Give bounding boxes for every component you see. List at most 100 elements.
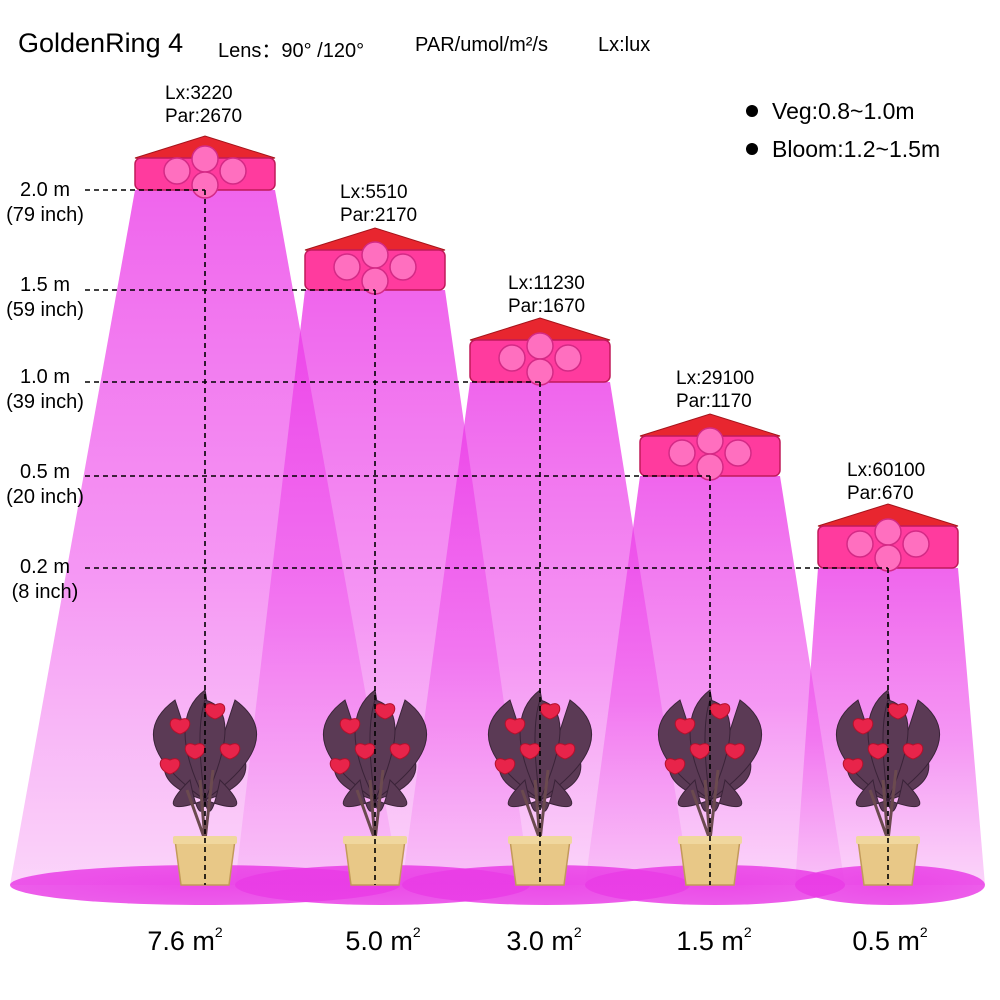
flower-shape [184,743,206,760]
led-cluster [526,358,554,386]
area-unit: 2 [573,924,582,940]
lamp-reading-5: Lx:60100 Par:670 [847,459,925,505]
led-cluster [902,530,930,558]
par-value: Par:2170 [340,205,418,226]
height-imperial: (79 inch) [6,204,84,226]
led-cluster [333,253,361,281]
grow-light-icon [469,317,611,386]
lens-spec: Lens：90° /120° [218,40,365,62]
flower-shape [554,743,576,760]
led-cluster [361,241,389,269]
leaf-shape [369,699,396,802]
lamp-reading-2: Lx:5510 Par:2170 [340,181,417,227]
flower-shape [664,758,686,775]
lamp-reading-1: Lx:3220 Par:2670 [165,82,242,128]
lux-value: Lx:29100 [676,368,755,389]
stem-shape [868,769,898,841]
height-metric: 0.2 m [19,556,71,578]
led-cluster [389,253,417,281]
stem-shape [690,769,720,841]
flower-shape [504,718,526,735]
par-value: Par:2670 [165,106,243,127]
flower-shape [852,718,874,735]
flower-shape [339,718,361,735]
flower-shape [219,743,241,760]
height-metric: 0.5 m [19,461,71,483]
led-cluster [724,439,752,467]
led-cluster [219,157,247,185]
height-metric: 2.0 m [19,179,71,201]
area-value: 7.6 m [147,926,215,956]
lamp-reading-4: Lx:29100 Par:1170 [676,367,754,413]
lux-value: Lx:60100 [847,460,926,481]
par-value: Par:670 [847,483,914,504]
potted-anthurium-icon [152,689,258,886]
potted-anthurium-icon [835,689,941,886]
flower-shape [887,703,909,720]
flower-shape [902,743,924,760]
flower-shape [389,743,411,760]
height-label-1-5m: 1.5 m (59 inch) [0,273,93,323]
leaf-shape [199,699,226,802]
flower-shape [674,718,696,735]
flower-shape [539,703,561,720]
area-value: 0.5 m [852,926,920,956]
height-imperial: (59 inch) [6,299,84,321]
coverage-area-4: 1.5 m2 [654,924,774,957]
led-cluster [163,157,191,185]
height-imperial: (8 inch) [11,581,79,603]
area-value: 1.5 m [676,926,744,956]
coverage-area-1: 7.6 m2 [125,924,245,957]
area-unit: 2 [919,924,928,940]
legend-veg: Veg:0.8~1.0m [746,98,915,125]
area-unit: 2 [214,924,223,940]
flower-shape [842,758,864,775]
flower-shape [724,743,746,760]
height-metric: 1.0 m [19,366,71,388]
area-unit: 2 [412,924,421,940]
coverage-area-5: 0.5 m2 [830,924,950,957]
legend-bloom-label: Bloom:1.2~1.5m [772,136,941,162]
height-metric: 1.5 m [19,274,71,296]
flower-shape [204,703,226,720]
lux-value: Lx:11230 [508,273,585,294]
pot-rim [508,836,572,844]
flower-shape [519,743,541,760]
height-imperial: (39 inch) [6,391,84,413]
flower-shape [354,743,376,760]
flower-shape [169,718,191,735]
stem-shape [355,769,385,841]
led-cluster [191,171,219,199]
grow-light-icon [134,135,276,199]
led-cluster [874,544,902,572]
led-cluster [846,530,874,558]
stem-shape [520,769,550,841]
coverage-area-2: 5.0 m2 [323,924,443,957]
led-cluster [498,344,526,372]
height-label-0-2m: 0.2 m (8 inch) [0,555,93,605]
leaf-shape [882,699,909,802]
leaf-shape [704,699,731,802]
height-label-0-5m: 0.5 m (20 inch) [0,460,93,510]
flower-shape [689,743,711,760]
par-value: Par:1670 [508,296,586,317]
legend-veg-label: Veg:0.8~1.0m [772,98,915,124]
led-cluster [526,332,554,360]
grow-light-icon [304,227,446,295]
area-value: 5.0 m [345,926,413,956]
lux-value: Lx:3220 [165,83,233,104]
stem-shape [185,769,215,841]
height-imperial: (20 inch) [6,486,84,508]
height-label-2m: 2.0 m (79 inch) [0,178,93,228]
bullet-icon [746,104,758,117]
grow-light-icon [817,503,959,572]
led-cluster [554,344,582,372]
potted-anthurium-icon [657,689,763,886]
lux-unit-label: Lx:lux [598,34,651,56]
product-title: GoldenRing 4 [18,28,184,58]
led-cluster [874,518,902,546]
coverage-area-3: 3.0 m2 [484,924,604,957]
led-cluster [696,427,724,455]
height-label-1m: 1.0 m (39 inch) [0,365,93,415]
